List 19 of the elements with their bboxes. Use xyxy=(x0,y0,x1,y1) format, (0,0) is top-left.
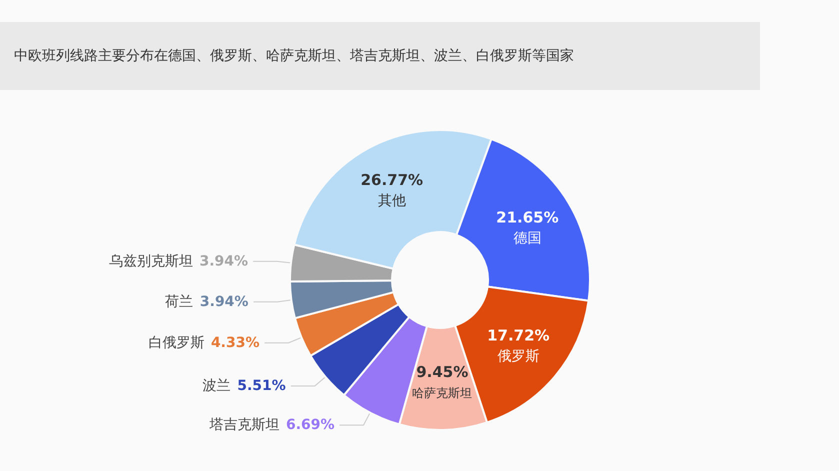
data-label: 3.94% xyxy=(199,253,248,270)
slice-label: 塔吉克斯坦 xyxy=(208,417,280,434)
data-label: 26.77% xyxy=(360,171,424,190)
data-label: 5.51% xyxy=(237,378,286,394)
slice-label: 俄罗斯 xyxy=(497,348,540,364)
data-label: 6.69% xyxy=(286,417,335,434)
slice-label: 荷兰 xyxy=(165,294,194,310)
slice-label: 其他 xyxy=(378,193,406,210)
data-label: 3.94% xyxy=(200,294,248,310)
slice-label: 乌兹别克斯坦 xyxy=(108,253,193,270)
slice-label: 德国 xyxy=(513,230,542,246)
data-label: 21.65% xyxy=(496,208,559,226)
slice-label: 波兰 xyxy=(202,378,231,394)
data-label: 4.33% xyxy=(210,334,260,351)
slice-label: 哈萨克斯坦 xyxy=(412,386,472,400)
data-label: 9.45% xyxy=(416,362,468,381)
slice-label: 白俄罗斯 xyxy=(148,334,204,351)
chart-title: 中欧班列线路主要分布在德国、俄罗斯、哈萨克斯坦、塔吉克斯坦、波兰、白俄罗斯等国家 xyxy=(0,22,760,90)
data-label: 17.72% xyxy=(487,326,550,344)
